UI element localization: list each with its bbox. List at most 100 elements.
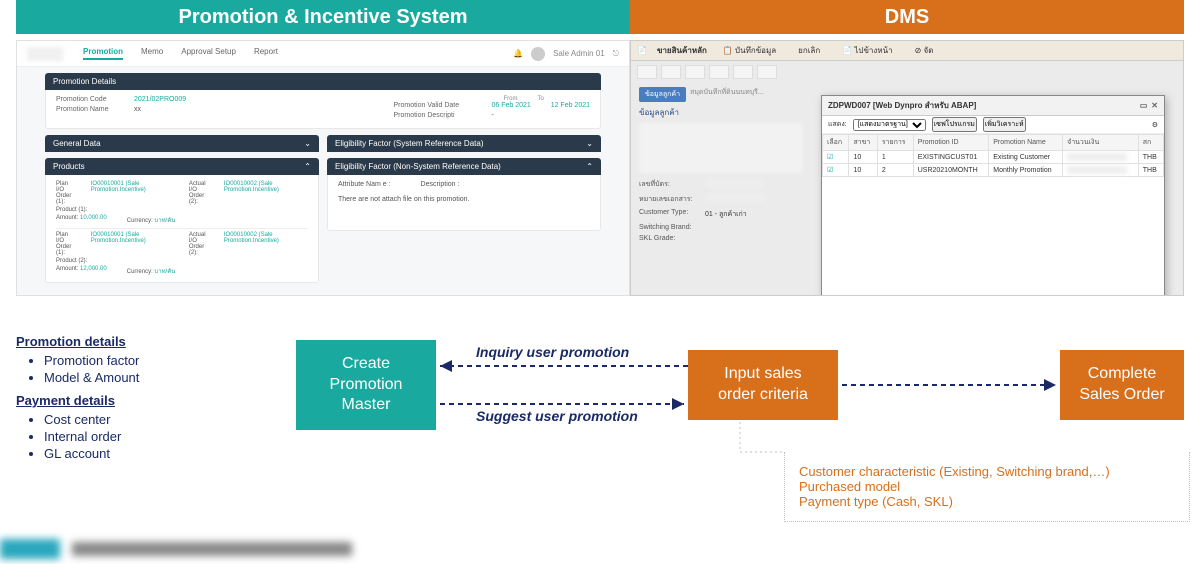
attr-label: Attribute Nam e : [338,181,391,188]
dms-screenshot: 📄 ขายสินค้าหลัก 📋 บันทึกข้อมูล ยกเลิก 📄 … [630,40,1184,296]
promotion-table: เลือก สาขา รายการ Promotion ID Promotion… [822,134,1164,177]
name-value: xx [134,106,141,113]
elig-non-header[interactable]: Eligibility Factor (Non-System Reference… [327,158,601,175]
filter-icon[interactable]: ⚙ [1152,121,1158,129]
col-branch: สาขา [849,135,877,151]
promo-details-title: Promotion Details [53,77,116,86]
promotion-system-screenshot: Promotion Memo Approval Setup Report 🔔 S… [16,40,630,296]
table-row[interactable]: ☑ 10 2 USR20210MONTH Monthly Promotion T… [823,164,1164,177]
blurred-area [639,123,803,173]
lbl-r4: Switching Brand: [639,224,699,231]
box-complete-order: Complete Sales Order [1060,350,1184,420]
note-line: Customer characteristic (Existing, Switc… [799,464,1175,479]
plan-val: IO00010001 (Sale Promotion.Incentive) [91,181,146,193]
elig-non-title: Eligibility Factor (Non-System Reference… [335,162,501,171]
notes-box: Customer characteristic (Existing, Switc… [784,452,1190,522]
valid-label: Promotion Valid Date [393,102,483,109]
desc2-label: Description : [421,181,460,188]
dms-tab-2[interactable]: ยกเลิก [792,42,826,59]
dms-left-panel: ข้อมูลลูกค้า สมุดบันทึกที่ดินนนทบุรี... … [631,83,811,250]
table-row[interactable]: ☑ 10 1 EXISTINGCUST01 Existing Customer … [823,151,1164,164]
code-label: Promotion Code [56,96,126,103]
val-r3: 01 - ลูกค้าเก่า [705,209,747,220]
amount2: 12,000.00 [80,266,107,272]
cell: 2 [877,164,913,177]
check-icon[interactable]: ☑ [823,151,849,164]
dms-tab-3[interactable]: 📄 ไปข้างหน้า [836,42,898,59]
flow-label-bottom: Suggest user promotion [476,408,638,424]
avatar[interactable] [531,47,545,61]
cell: 10 [849,164,877,177]
toolbar-btn[interactable] [757,65,777,79]
dlg-btn-1[interactable]: เซฟโปรแกรม [932,117,977,132]
lbl-r3: Customer Type: [639,209,699,220]
currency2: บาท/คัน [154,269,175,275]
toolbar-btn[interactable] [685,65,705,79]
bullet-item: GL account [44,446,256,461]
dms-title: ขายสินค้าหลัก [657,44,707,57]
desc-label: Promotion Descripti [393,112,483,119]
bullet-item: Cost center [44,412,256,427]
filter-label: แสดง: [828,119,847,130]
dms-tab-4[interactable]: ⊘ จัด [909,42,940,59]
note-line: Payment type (Cash, SKL) [799,494,1175,509]
nav-promotion[interactable]: Promotion [83,47,123,60]
amount1: 10,000.00 [80,215,107,221]
cell: Existing Customer [989,151,1063,164]
actual-val2: IO00010002 (Sale Promotion.Incentive) [224,232,279,244]
general-header[interactable]: General Data⌄ [45,135,319,152]
bullet-item: Promotion factor [44,353,256,368]
blur-val [1067,153,1127,161]
chevron-up-icon: ⌃ [586,162,593,171]
filter-select[interactable]: [แสดงมาตรฐาน] [853,119,926,131]
products-header[interactable]: Products ⌃ [45,158,319,175]
check-icon[interactable]: ☑ [823,164,849,177]
left-bullets: Promotion details Promotion factor Model… [16,326,256,463]
actual-label: Actual I/O [189,181,206,193]
plan-label2: Plan I/O [56,232,68,244]
footer-blurred [0,534,400,564]
col-promoid: Promotion ID [913,135,989,151]
flow-label-top: Inquiry user promotion [476,344,629,360]
amount-label: Amount: [56,215,78,221]
toolbar-btn[interactable] [733,65,753,79]
blur-val [1067,166,1127,174]
promotion-dialog: ZDPWD007 [Web Dynpro สำหรับ ABAP] ▭ ✕ แส… [821,95,1165,296]
col-select: เลือก [823,135,849,151]
order1-label2: Order (1): [56,244,71,256]
currency1: บาท/คัน [154,218,175,224]
toolbar-btn[interactable] [709,65,729,79]
plan-label: Plan I/O [56,181,68,193]
toolbar-btn[interactable] [637,65,657,79]
box-create-promotion: Create Promotion Master [296,340,436,430]
dlg-btn-2[interactable]: เพิ่มวิเคราะห์ [983,117,1026,132]
close-icon[interactable]: ✕ [1151,101,1158,110]
nav-report[interactable]: Report [254,47,278,60]
no-attach: There are not attach file on this promot… [338,196,590,203]
dms-toolbar [631,61,1183,83]
chevron-up-icon: ⌃ [304,162,311,171]
order2-label2: Order (2): [189,244,204,256]
flow-diagram: Promotion details Promotion factor Model… [16,310,1184,550]
chevron-down-icon: ⌄ [304,139,311,148]
order1-label: Order (1): [56,193,71,205]
bell-icon[interactable]: 🔔 [513,49,523,58]
elig-sys-header[interactable]: Eligibility Factor (System Reference Dat… [327,135,601,152]
col-item: รายการ [877,135,913,151]
customer-info-tab[interactable]: ข้อมูลลูกค้า [639,87,686,102]
minimize-icon[interactable]: ▭ [1140,101,1148,110]
bullet-item: Internal order [44,429,256,444]
logout-icon[interactable]: ⎋ [613,49,619,59]
valid-to: 12 Feb 2021 [551,102,590,109]
currency-label: Currency: [127,218,153,224]
nav-memo[interactable]: Memo [141,47,163,60]
products-title: Products [53,162,85,171]
nav-approval[interactable]: Approval Setup [181,47,236,60]
product1-label: Product (1): [56,207,87,213]
dms-tab-1[interactable]: 📋 บันทึกข้อมูล [717,42,782,59]
banner-left: Promotion & Incentive System [16,0,630,34]
col-promoname: Promotion Name [989,135,1063,151]
toolbar-btn[interactable] [661,65,681,79]
amount-label2: Amount: [56,266,78,272]
bullets-h2: Payment details [16,393,256,408]
